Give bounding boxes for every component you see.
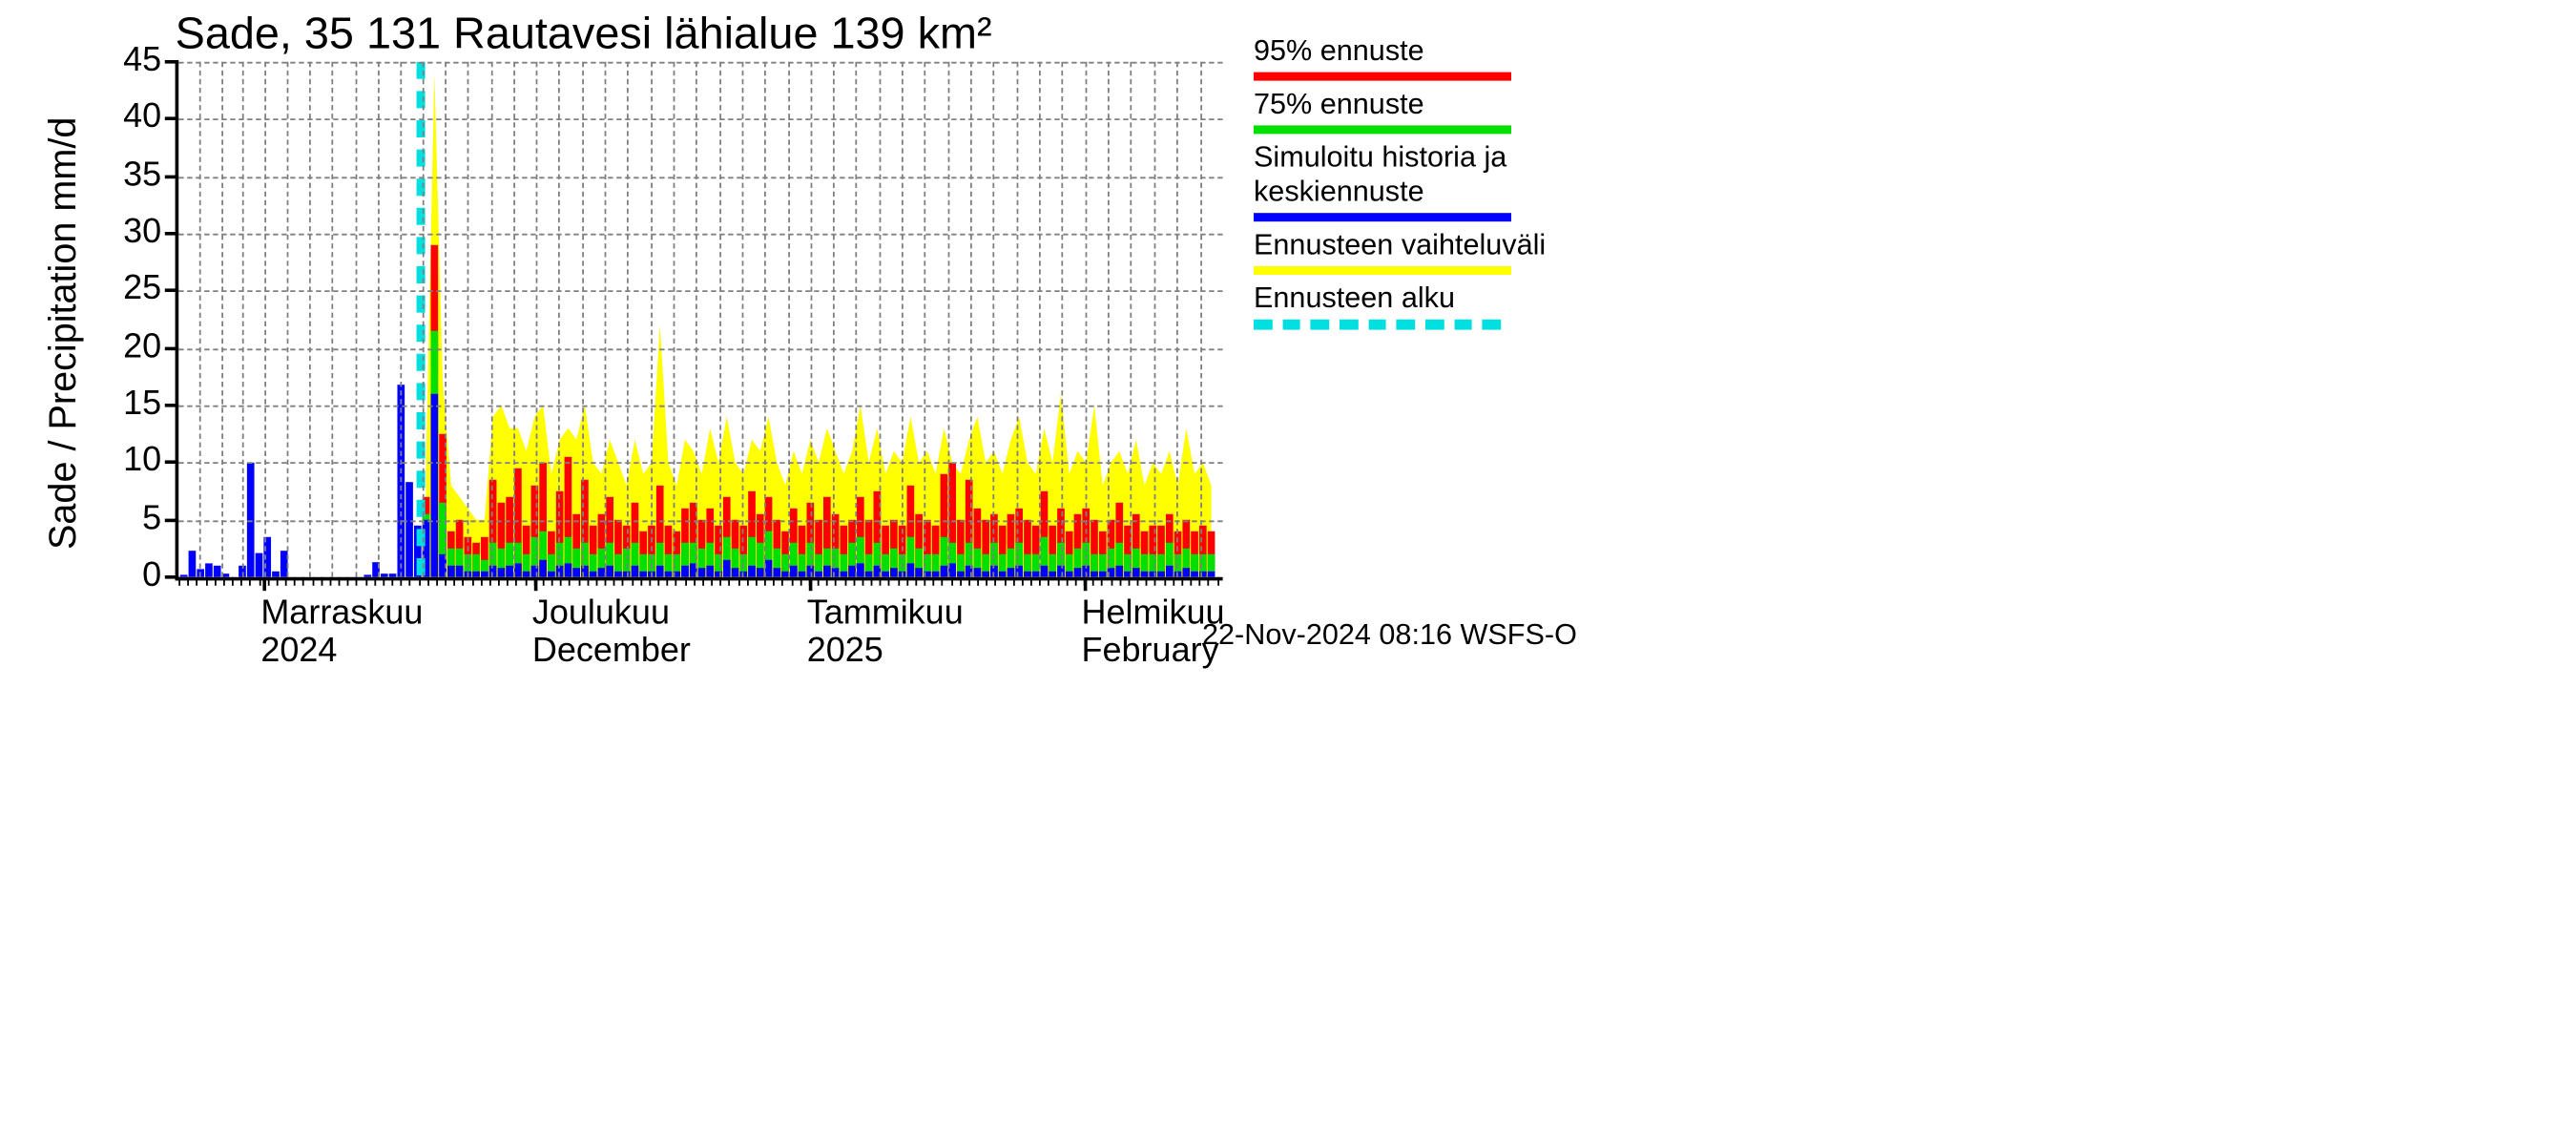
chart-container: Sade, 35 131 Rautavesi lähialue 139 km² …	[0, 0, 2576, 1146]
y-tick-label: 35	[93, 156, 161, 195]
legend-label: 95% ennuste	[1254, 34, 1546, 69]
bar-sim	[723, 560, 731, 577]
bar-sim	[572, 568, 580, 577]
bar-sim	[732, 568, 739, 577]
legend-item: 95% ennuste	[1254, 34, 1546, 81]
y-tick-label: 15	[93, 385, 161, 424]
bar-sim	[974, 568, 982, 577]
bar-sim	[1008, 568, 1015, 577]
bar-sim	[1182, 568, 1190, 577]
y-tick-label: 40	[93, 98, 161, 137]
legend-item: Ennusteen vaihteluväli	[1254, 228, 1546, 275]
legend-swatch	[1254, 125, 1511, 134]
bar-sim	[907, 563, 915, 576]
bar-sim	[1115, 566, 1123, 577]
bar-sim	[890, 568, 898, 577]
legend-label: Simuloitu historia jakeskiennuste	[1254, 141, 1546, 210]
footer-timestamp: 22-Nov-2024 08:16 WSFS-O	[1202, 618, 1577, 653]
legend-swatch	[1254, 213, 1511, 221]
y-tick-label: 5	[93, 499, 161, 538]
bar-sim	[606, 566, 613, 577]
plot-area	[176, 62, 1223, 581]
legend-label: 75% ennuste	[1254, 88, 1546, 122]
bar-sim	[1074, 568, 1082, 577]
bar-sim	[514, 563, 522, 576]
bar-sim	[681, 566, 689, 577]
legend-label: Ennusteen vaihteluväli	[1254, 228, 1546, 262]
legend: 95% ennuste 75% ennuste Simuloitu historia…	[1254, 34, 1546, 337]
x-tick-sublabel: 2024	[260, 632, 337, 671]
bar-sim	[656, 566, 664, 577]
bar-sim	[757, 568, 764, 577]
bar-sim	[857, 563, 864, 576]
bar-sim	[748, 566, 756, 577]
bar-sim	[614, 572, 622, 577]
y-tick-label: 45	[93, 41, 161, 80]
bar-sim	[1166, 566, 1174, 577]
x-tick-sublabel: 2025	[807, 632, 883, 671]
bar-sim	[706, 566, 714, 577]
bar-sim	[1041, 566, 1049, 577]
y-tick-label: 10	[93, 442, 161, 481]
bar-sim	[456, 566, 464, 577]
bar-sim	[823, 566, 831, 577]
bar-sim	[256, 553, 263, 577]
bar-sim	[189, 551, 197, 577]
x-tick-label: Marraskuu	[260, 594, 423, 634]
legend-swatch	[1254, 320, 1511, 330]
x-tick-sublabel: December	[532, 632, 691, 671]
legend-swatch	[1254, 73, 1511, 81]
bar-sim	[405, 482, 413, 577]
bar-sim	[447, 566, 455, 577]
bar-sim	[472, 572, 480, 577]
x-tick-sublabel: February	[1082, 632, 1219, 671]
legend-item: Ennusteen alku	[1254, 281, 1546, 329]
y-tick-label: 25	[93, 270, 161, 309]
legend-item: 75% ennuste	[1254, 88, 1546, 135]
bar-sim	[214, 566, 221, 577]
legend-label: Ennusteen alku	[1254, 281, 1546, 316]
bar-sim	[565, 563, 572, 576]
bar-sim	[430, 394, 438, 577]
bar-sim	[915, 568, 923, 577]
bar-sim	[773, 568, 780, 577]
bar-sim	[698, 568, 706, 577]
y-axis-label: Sade / Precipitation mm/d	[41, 117, 86, 550]
bar-sim	[205, 563, 213, 576]
bar-sim	[790, 566, 798, 577]
bar-sim	[941, 566, 948, 577]
legend-swatch	[1254, 266, 1511, 275]
y-tick-label: 0	[93, 556, 161, 595]
legend-item: Simuloitu historia jakeskiennuste	[1254, 141, 1546, 222]
bar-sim	[498, 568, 506, 577]
bar-sim	[632, 566, 639, 577]
bar-sim	[848, 566, 856, 577]
bar-sim	[539, 560, 547, 577]
x-tick-label: Joulukuu	[532, 594, 670, 634]
bar-sim	[1132, 568, 1140, 577]
bar-sim	[948, 563, 956, 576]
y-tick-label: 30	[93, 213, 161, 252]
chart-title: Sade, 35 131 Rautavesi lähialue 139 km²	[176, 7, 992, 60]
y-tick-label: 20	[93, 327, 161, 366]
bar-sim	[180, 574, 188, 576]
x-tick-label: Tammikuu	[807, 594, 964, 634]
